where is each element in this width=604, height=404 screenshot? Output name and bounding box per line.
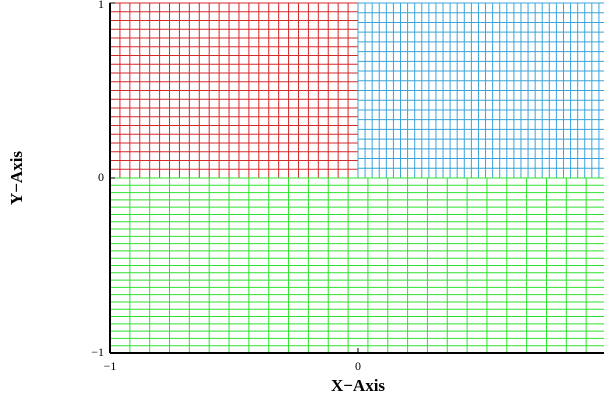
mesh-region — [109, 177, 604, 354]
mesh-region — [109, 2, 359, 179]
x-tick-label: −1 — [104, 359, 117, 373]
y-tick-label: −1 — [91, 345, 104, 359]
mesh-region — [357, 2, 604, 179]
y-tick-label: 0 — [98, 170, 104, 184]
y-axis-label: Y−Axis — [7, 151, 26, 205]
y-tick-label: 1 — [98, 0, 104, 11]
x-axis-label: X−Axis — [331, 376, 385, 395]
x-tick-label: 0 — [355, 359, 361, 373]
